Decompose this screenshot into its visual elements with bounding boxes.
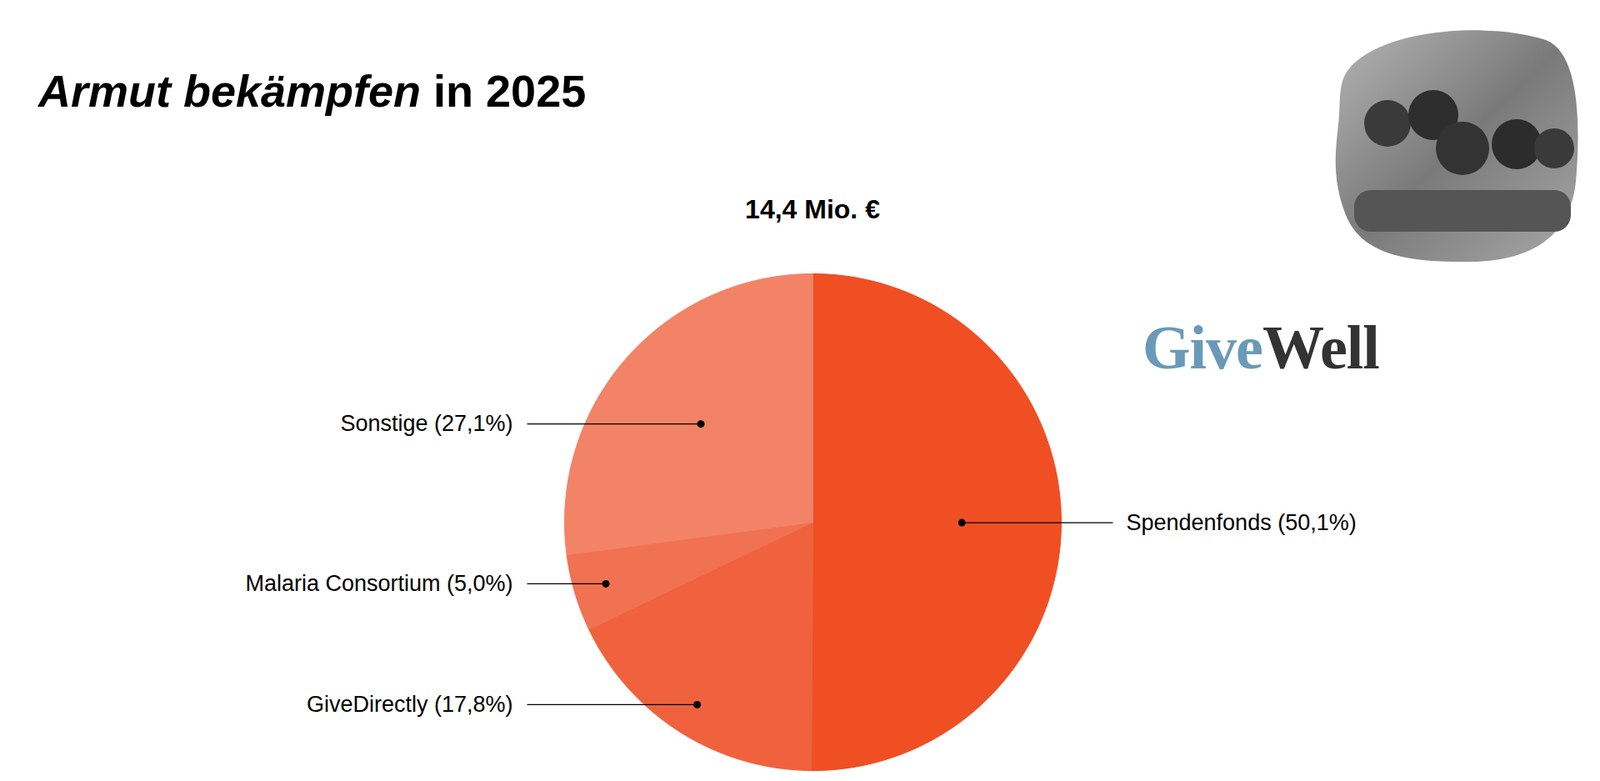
- svg-text:Spendenfonds (50,1%): Spendenfonds (50,1%): [1126, 510, 1357, 535]
- html-text:Give Well: Give Well: [1142, 313, 1380, 382]
- svg-text:GiveDirectly (17,8%): GiveDirectly (17,8%): [306, 691, 514, 717]
- html-text:Armut bekämpfen in 2025: Armut bekämpfen in 2025: [38, 65, 586, 116]
- svg-text:Malaria Consortium (5,0%): Malaria Consortium (5,0%): [245, 570, 513, 596]
- html-text:14,4 Mio. €: 14,4 Mio. €: [745, 194, 880, 225]
- svg-text:Sonstige (27,1%): Sonstige (27,1%): [340, 410, 513, 436]
